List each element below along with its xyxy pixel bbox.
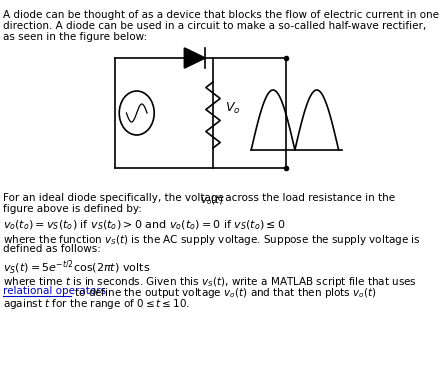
Text: where the function $v_S(t)$ is the AC supply voltage. Suppose the supply voltage: where the function $v_S(t)$ is the AC su…: [3, 233, 421, 247]
Text: where time $t$ is in seconds. Given this $v_S(t)$, write a MATLAB script file th: where time $t$ is in seconds. Given this…: [3, 275, 417, 289]
Text: defined as follows:: defined as follows:: [3, 244, 101, 254]
Text: across the load resistance in the: across the load resistance in the: [222, 193, 395, 203]
Text: to define the output voltage $v_o(t)$ and that then plots $v_o(t)$: to define the output voltage $v_o(t)$ an…: [71, 286, 376, 300]
Text: relational operators: relational operators: [3, 286, 106, 296]
Text: direction. A diode can be used in a circuit to make a so-called half-wave rectif: direction. A diode can be used in a circ…: [3, 21, 426, 31]
Text: For an ideal diode specifically, the voltage: For an ideal diode specifically, the vol…: [3, 193, 227, 203]
Polygon shape: [185, 48, 205, 68]
Text: $V_o$: $V_o$: [225, 100, 241, 115]
Text: $v_o(t)$: $v_o(t)$: [199, 193, 224, 207]
Text: $v_S(t) = 5e^{-t/2}\cos(2\pi t)$ volts: $v_S(t) = 5e^{-t/2}\cos(2\pi t)$ volts: [3, 259, 151, 277]
Text: figure above is defined by:: figure above is defined by:: [3, 204, 142, 214]
Text: A diode can be thought of as a device that blocks the flow of electric current i: A diode can be thought of as a device th…: [3, 10, 439, 20]
Text: against $t$ for the range of $0 \leq t \leq 10$.: against $t$ for the range of $0 \leq t \…: [3, 297, 190, 311]
Text: $v_o(t_o) = v_S(t_o)$ if $v_S(t_o) > 0$ and $v_o(t_o) = 0$ if $v_S(t_o) \leq 0$: $v_o(t_o) = v_S(t_o)$ if $v_S(t_o) > 0$ …: [3, 218, 286, 232]
Text: as seen in the figure below:: as seen in the figure below:: [3, 32, 147, 42]
